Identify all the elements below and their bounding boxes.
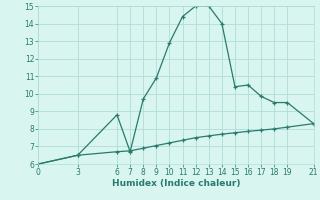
X-axis label: Humidex (Indice chaleur): Humidex (Indice chaleur) bbox=[112, 179, 240, 188]
